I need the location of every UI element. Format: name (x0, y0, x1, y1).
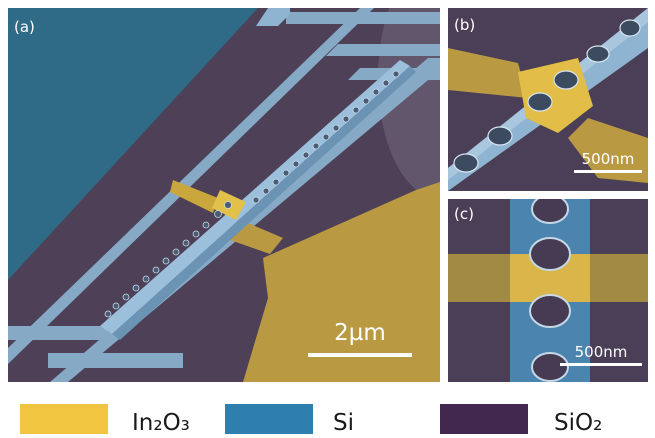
panel-a-scale-bar (308, 353, 412, 357)
legend-item-sio2: SiO₂ (440, 404, 640, 436)
panel-a-sem-image: (a) 2µm (8, 8, 440, 382)
panel-b-label: (b) (454, 16, 476, 34)
panel-b-scale-text: 500nm (581, 150, 635, 168)
panel-a-scale-text: 2µm (334, 320, 386, 346)
indium-oxide-pad (243, 182, 440, 382)
legend-swatch-in2o3 (20, 404, 108, 434)
panel-c-scale-text: 500nm (574, 343, 628, 361)
legend-item-si: Si (225, 404, 375, 436)
legend-swatch-sio2 (440, 404, 528, 434)
legend-label-in2o3: In₂O₃ (132, 410, 190, 436)
panel-c-scale-bar (560, 363, 642, 366)
panel-c-sem-image: (c) 500nm (448, 199, 648, 382)
rail-upper (8, 8, 374, 364)
photonic-crystal-holes (104, 70, 400, 318)
panel-c-graphic (448, 199, 648, 382)
panel-b-sem-image: (b) 500nm (448, 8, 648, 191)
panel-b-scale-bar (574, 170, 642, 173)
legend-item-in2o3: In₂O₃ (20, 404, 220, 436)
panel-a-label: (a) (14, 18, 35, 36)
panel-c-label: (c) (454, 205, 474, 223)
silicon-slab-region (8, 8, 258, 280)
legend-label-si: Si (333, 410, 354, 436)
panel-b-graphic (448, 8, 648, 191)
panel-a-graphic (8, 8, 440, 382)
legend-swatch-si (225, 404, 313, 434)
legend-label-sio2: SiO₂ (554, 410, 603, 436)
